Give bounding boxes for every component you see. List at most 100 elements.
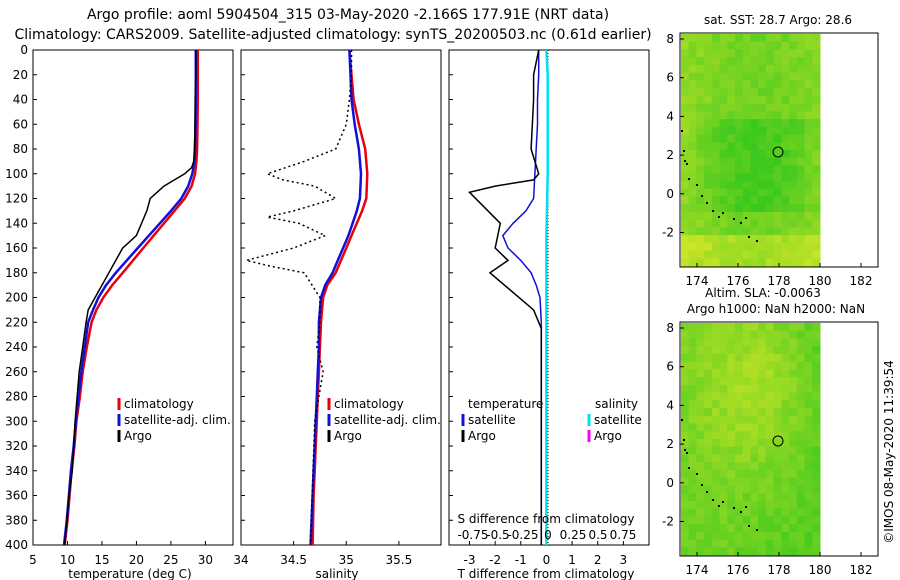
depth-tick-label: 220 bbox=[5, 315, 28, 329]
map-cell bbox=[773, 539, 782, 548]
map-cell bbox=[704, 204, 713, 213]
map-cell bbox=[765, 165, 775, 174]
map-cell bbox=[735, 524, 744, 533]
map-cell bbox=[750, 119, 759, 128]
map-cell bbox=[727, 392, 736, 401]
map-cell bbox=[681, 126, 690, 135]
map-cell bbox=[758, 493, 767, 502]
map-cell bbox=[804, 57, 813, 66]
map-cell bbox=[750, 338, 759, 347]
map-cell bbox=[812, 408, 821, 417]
map-cell bbox=[765, 242, 775, 251]
map-cell bbox=[758, 126, 767, 135]
map-cell bbox=[735, 34, 744, 43]
map-cell bbox=[688, 454, 697, 463]
temperature-x-tick-label: 10 bbox=[60, 553, 75, 567]
map-cell bbox=[765, 539, 775, 548]
map-cell bbox=[781, 516, 790, 525]
legend-salinity-title: salinity bbox=[595, 397, 638, 411]
map-cell bbox=[735, 219, 744, 228]
map-cell bbox=[735, 196, 744, 205]
map-cell bbox=[711, 462, 721, 471]
map-cell bbox=[688, 180, 697, 190]
map-cell bbox=[704, 126, 713, 135]
map-cell bbox=[789, 80, 798, 89]
map-cell bbox=[735, 330, 744, 339]
map-cell bbox=[735, 338, 744, 347]
map-cell bbox=[711, 469, 721, 479]
map-cell bbox=[696, 173, 705, 182]
map-cell bbox=[796, 338, 805, 347]
map-cell bbox=[796, 126, 805, 135]
map-cell bbox=[758, 384, 767, 394]
map-cell bbox=[681, 346, 690, 355]
map-cell bbox=[727, 165, 736, 174]
coastline-point bbox=[681, 130, 683, 132]
map-cell bbox=[750, 485, 759, 494]
map-cell bbox=[696, 547, 705, 556]
map-cell bbox=[758, 188, 767, 197]
map-cell bbox=[765, 111, 775, 120]
map-cell bbox=[789, 242, 798, 251]
map-cell bbox=[812, 88, 821, 97]
map-cell bbox=[796, 346, 805, 355]
map-cell bbox=[719, 508, 728, 517]
map-cell bbox=[789, 211, 798, 221]
map-cell bbox=[804, 400, 813, 409]
map-cell bbox=[688, 119, 697, 128]
map-cell bbox=[696, 204, 705, 213]
map-cell bbox=[796, 439, 805, 448]
map-cell bbox=[796, 353, 805, 363]
map-cell bbox=[696, 72, 705, 81]
map-cell bbox=[719, 477, 728, 486]
map-cell bbox=[719, 64, 728, 74]
map-cell bbox=[812, 454, 821, 463]
map-cell bbox=[719, 346, 728, 355]
map-cell bbox=[789, 508, 798, 517]
map-cell bbox=[773, 157, 782, 166]
difference-x-tick-label: 1 bbox=[568, 553, 576, 567]
map-cell bbox=[773, 408, 782, 417]
map-cell bbox=[681, 454, 690, 463]
coastline-point bbox=[740, 222, 742, 224]
map-cell bbox=[696, 134, 705, 143]
map-cell bbox=[681, 400, 690, 409]
map-cell bbox=[688, 142, 697, 151]
map-cell bbox=[750, 423, 759, 432]
map-cell bbox=[696, 516, 705, 525]
coastline-point bbox=[756, 240, 758, 242]
map-cell bbox=[812, 142, 821, 151]
map-x-tick-label: 182 bbox=[850, 274, 873, 288]
map-cell bbox=[789, 500, 798, 510]
salinity-panel: 34 34.5 35 35.5 salinity climatology satell… bbox=[233, 49, 441, 580]
map-cell bbox=[727, 258, 736, 267]
map-cell bbox=[758, 338, 767, 347]
map-cell bbox=[789, 134, 798, 143]
map-cell bbox=[742, 547, 751, 556]
map-cell bbox=[804, 384, 813, 394]
map-cell bbox=[696, 508, 705, 517]
map-cell bbox=[789, 330, 798, 339]
map-cell bbox=[727, 188, 736, 197]
map-cell bbox=[704, 173, 713, 182]
map-cell bbox=[688, 323, 697, 332]
map-cell bbox=[742, 500, 751, 510]
map-cell bbox=[765, 516, 775, 525]
map-cell bbox=[773, 508, 782, 517]
map-cell bbox=[704, 400, 713, 409]
map-cell bbox=[727, 369, 736, 378]
map-cell bbox=[796, 57, 805, 66]
map-cell bbox=[812, 353, 821, 363]
map-cell bbox=[681, 227, 690, 236]
map-cell bbox=[773, 462, 782, 471]
map-cell bbox=[758, 219, 767, 228]
map-cell bbox=[727, 439, 736, 448]
map-cell bbox=[727, 95, 736, 105]
map-cell bbox=[750, 477, 759, 486]
map-cell bbox=[711, 126, 721, 135]
map-cell bbox=[719, 338, 728, 347]
map-cell bbox=[696, 377, 705, 386]
map-cell bbox=[750, 369, 759, 378]
map-cell bbox=[750, 377, 759, 386]
map-cell bbox=[804, 111, 813, 120]
